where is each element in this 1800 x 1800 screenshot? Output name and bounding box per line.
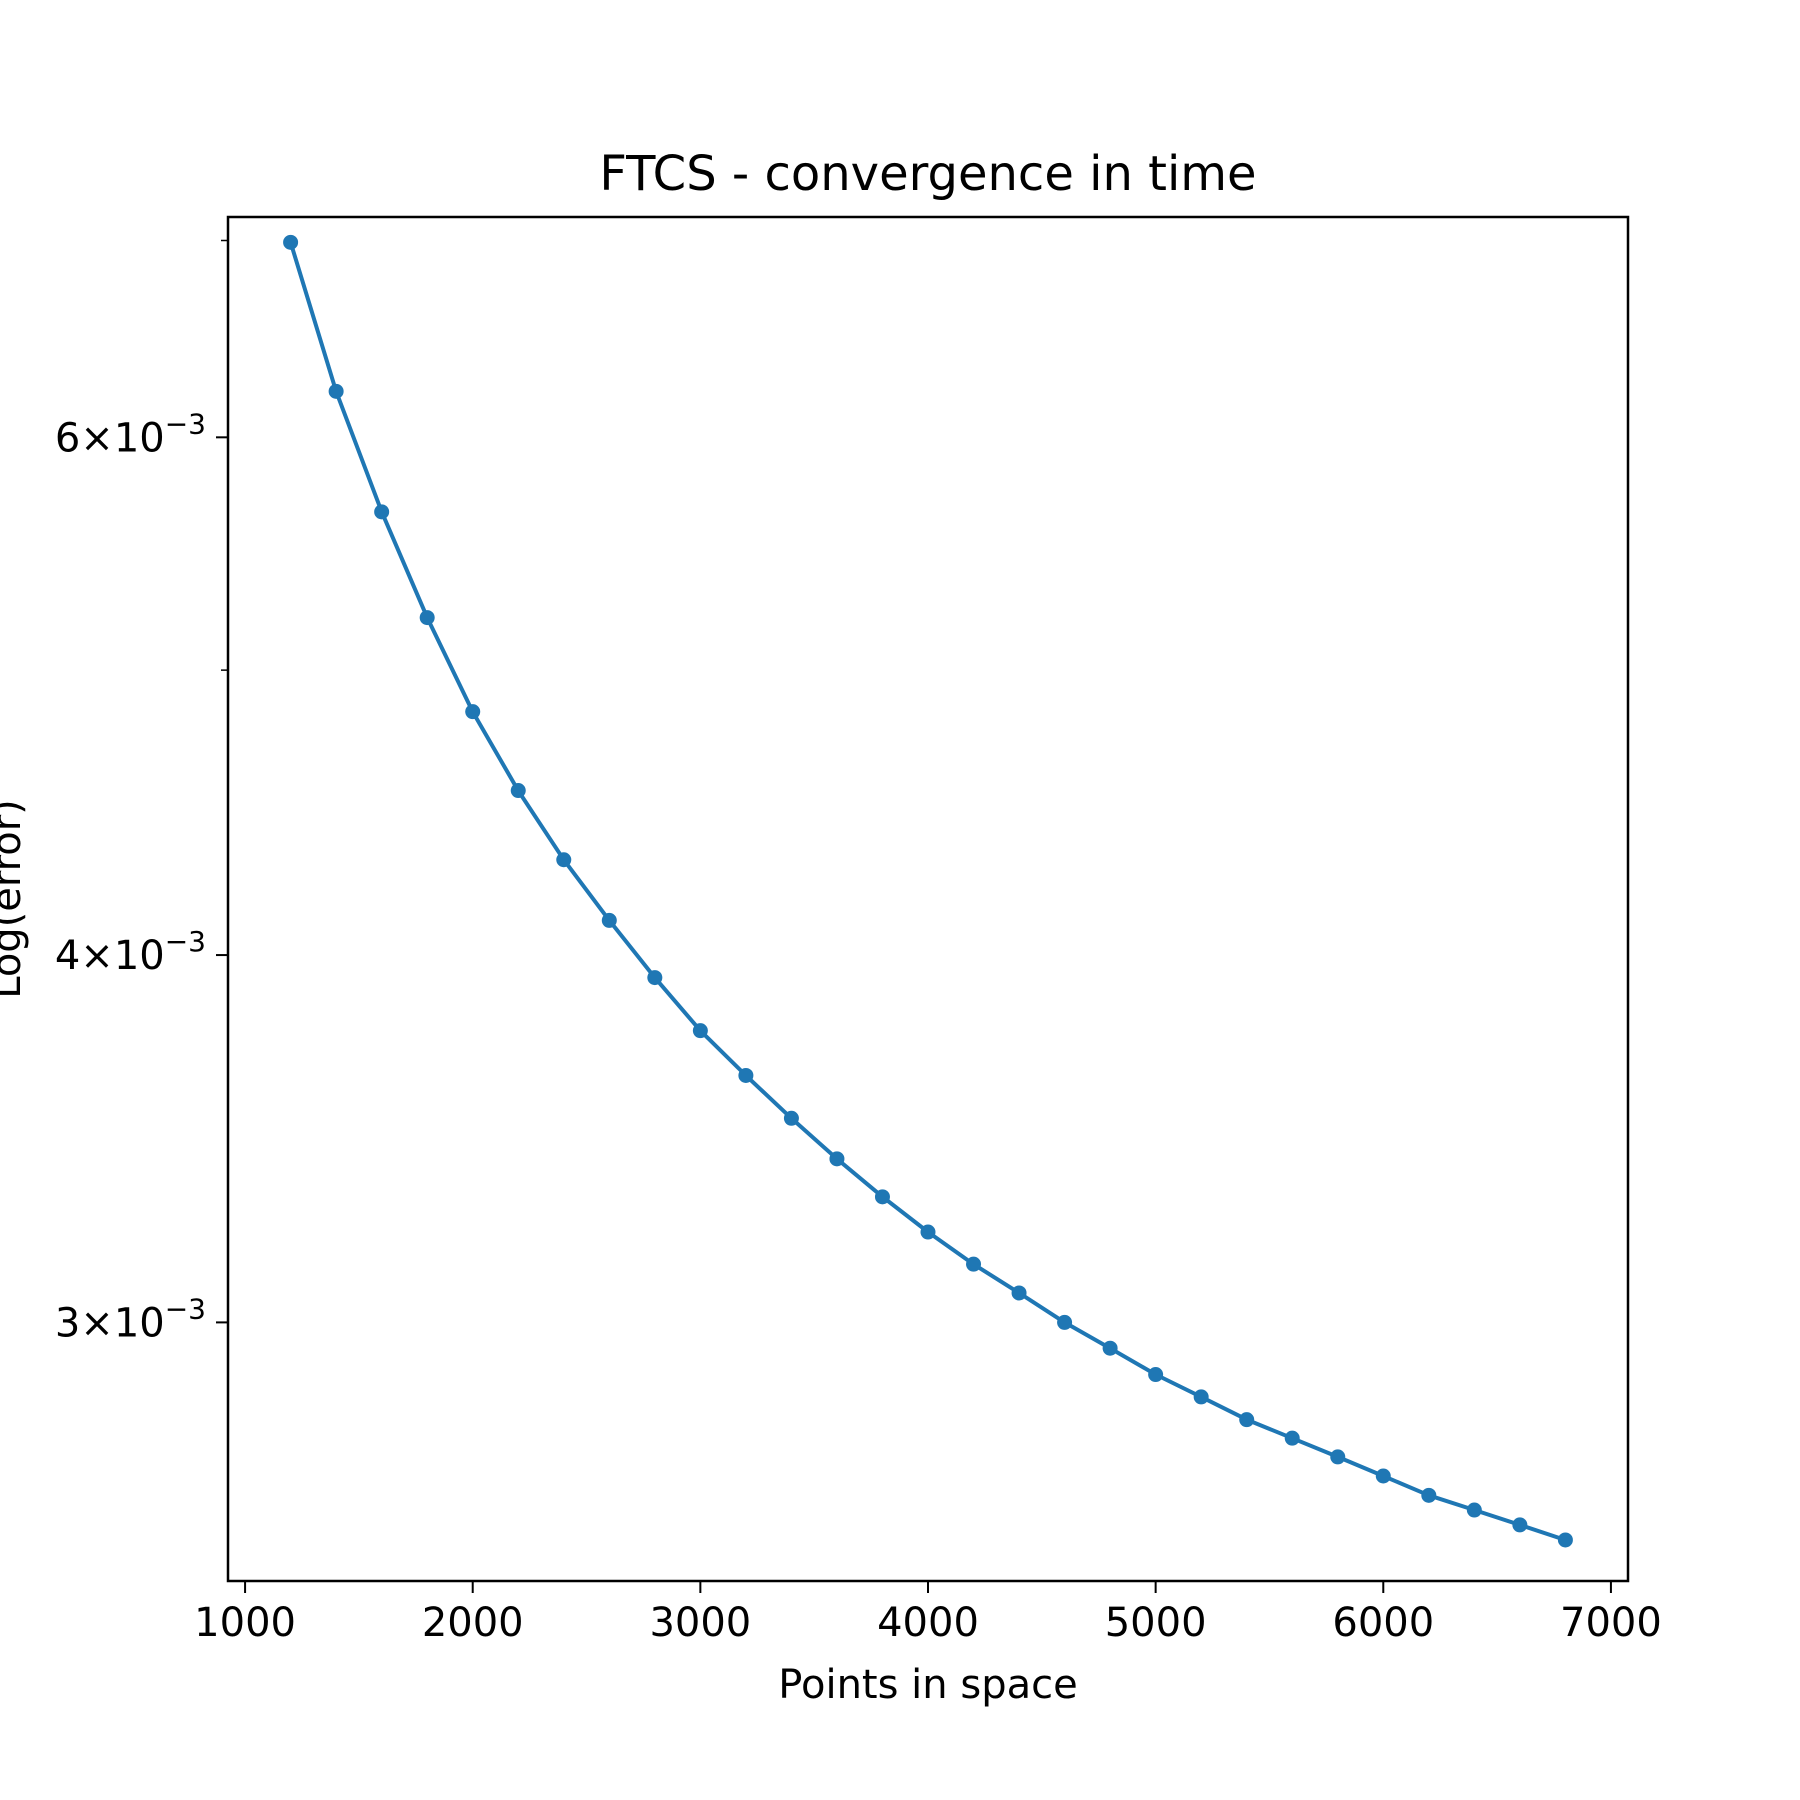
data-point xyxy=(692,1023,708,1039)
x-tick-label: 6000 xyxy=(1332,1600,1434,1646)
data-point xyxy=(328,383,344,399)
data-point xyxy=(374,504,390,520)
data-point xyxy=(419,610,435,626)
y-tick-times: ×10 xyxy=(80,933,164,979)
data-point xyxy=(783,1110,799,1126)
data-point xyxy=(738,1067,754,1083)
data-point xyxy=(829,1151,845,1167)
data-point xyxy=(283,234,299,250)
y-tick-mantissa: 4 xyxy=(55,933,80,979)
data-point xyxy=(1102,1340,1118,1356)
y-tick-label: 6×10−3 xyxy=(55,407,206,461)
chart-title: FTCS - convergence in time xyxy=(599,146,1256,202)
axis-ticks: 1000 2000 3000 4000 5000 6000 70003×10−34×10−3… xyxy=(55,239,1662,1646)
x-tick-label: 3000 xyxy=(649,1600,751,1646)
data-point xyxy=(1512,1517,1528,1533)
x-tick-label: 5000 xyxy=(1105,1600,1207,1646)
data-point xyxy=(1557,1532,1573,1548)
data-point xyxy=(465,704,481,720)
x-tick-label: 7000 xyxy=(1560,1600,1662,1646)
data-point xyxy=(1148,1367,1164,1383)
data-point xyxy=(1239,1412,1255,1428)
data-point xyxy=(1193,1389,1209,1405)
data-point xyxy=(1421,1487,1437,1503)
data-point xyxy=(1011,1285,1027,1301)
data-point xyxy=(966,1256,982,1272)
y-tick-exponent: −3 xyxy=(165,407,206,440)
data-point xyxy=(510,783,526,799)
y-tick-label: 3×10−3 xyxy=(55,1292,206,1346)
data-point xyxy=(601,912,617,928)
y-tick-exponent: −3 xyxy=(165,1292,206,1325)
data-point xyxy=(874,1189,890,1205)
x-tick-label: 4000 xyxy=(877,1600,979,1646)
data-point xyxy=(1330,1449,1346,1465)
plot-area xyxy=(283,234,1573,1548)
x-axis-label: Points in space xyxy=(778,1662,1077,1708)
data-point xyxy=(1375,1468,1391,1484)
data-point xyxy=(1284,1430,1300,1446)
y-tick-label: 4×10−3 xyxy=(55,925,206,979)
y-tick-exponent: −3 xyxy=(165,925,206,958)
data-point xyxy=(920,1224,936,1240)
data-point xyxy=(1057,1314,1073,1330)
data-point xyxy=(556,852,572,868)
x-tick-label: 2000 xyxy=(422,1600,524,1646)
y-tick-times: ×10 xyxy=(80,415,164,461)
y-tick-mantissa: 6 xyxy=(55,415,80,461)
y-tick-mantissa: 3 xyxy=(55,1300,80,1346)
y-axis-label: Log(error) xyxy=(0,799,30,999)
data-point xyxy=(647,970,663,986)
y-tick-times: ×10 xyxy=(80,1300,164,1346)
data-point xyxy=(1466,1502,1482,1518)
x-tick-label: 1000 xyxy=(194,1600,296,1646)
